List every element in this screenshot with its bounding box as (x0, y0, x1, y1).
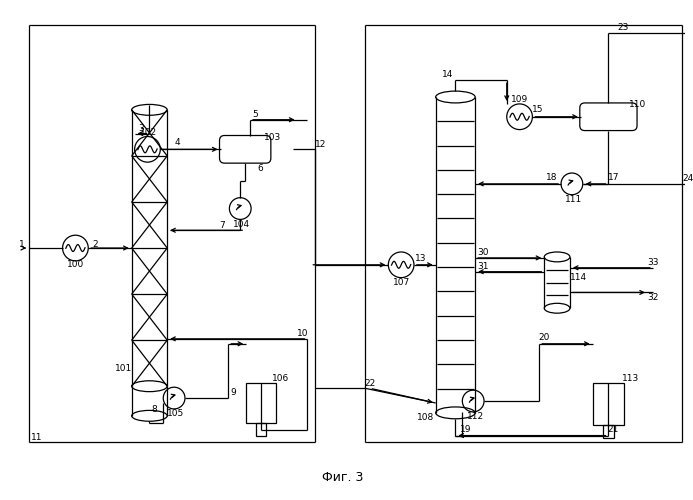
Text: 106: 106 (272, 374, 290, 383)
Text: 12: 12 (315, 140, 326, 149)
Text: 31: 31 (477, 262, 489, 272)
Bar (593, 384, 624, 424)
Text: 19: 19 (459, 425, 471, 434)
Text: 101: 101 (115, 364, 132, 373)
Text: 6: 6 (257, 164, 263, 172)
Text: 3: 3 (139, 124, 144, 133)
Bar (246, 384, 276, 422)
Text: 113: 113 (622, 374, 639, 383)
Text: 1: 1 (19, 240, 25, 248)
Text: 109: 109 (511, 96, 528, 104)
Text: 20: 20 (538, 334, 550, 342)
Text: 7: 7 (220, 221, 225, 230)
Text: 33: 33 (647, 258, 658, 268)
Text: 24: 24 (683, 174, 693, 184)
Text: 22: 22 (364, 379, 375, 388)
Text: 100: 100 (67, 260, 84, 270)
Text: 5: 5 (252, 110, 258, 120)
Text: 23: 23 (617, 24, 629, 32)
Text: 114: 114 (570, 273, 588, 282)
Text: 32: 32 (647, 293, 658, 302)
Bar (256, 422, 266, 436)
Text: Фиг. 3: Фиг. 3 (322, 470, 364, 484)
Text: 11: 11 (31, 433, 43, 442)
Text: 104: 104 (233, 220, 249, 229)
Text: 13: 13 (415, 254, 427, 264)
Text: 112: 112 (466, 412, 484, 422)
Text: 111: 111 (565, 195, 583, 204)
Text: 9: 9 (231, 388, 236, 396)
Text: 10: 10 (297, 330, 308, 338)
Text: 30: 30 (477, 248, 489, 258)
Text: 8: 8 (152, 406, 157, 414)
Text: 17: 17 (608, 174, 619, 182)
Text: 4: 4 (174, 138, 180, 147)
Text: 14: 14 (442, 70, 453, 79)
Text: 18: 18 (546, 174, 558, 182)
Text: 21: 21 (608, 425, 619, 434)
Text: 102: 102 (140, 128, 157, 137)
Text: 110: 110 (629, 100, 647, 110)
Text: 15: 15 (532, 106, 543, 114)
Text: 108: 108 (417, 414, 435, 422)
Text: 107: 107 (392, 278, 410, 287)
Bar (603, 424, 614, 438)
Text: 105: 105 (166, 410, 184, 418)
Text: 103: 103 (264, 133, 281, 142)
Text: 2: 2 (92, 240, 98, 248)
